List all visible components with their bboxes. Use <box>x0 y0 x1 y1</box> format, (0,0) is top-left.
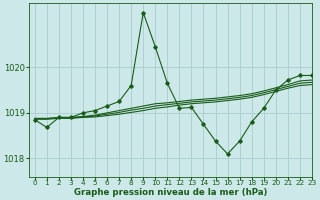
X-axis label: Graphe pression niveau de la mer (hPa): Graphe pression niveau de la mer (hPa) <box>74 188 267 197</box>
